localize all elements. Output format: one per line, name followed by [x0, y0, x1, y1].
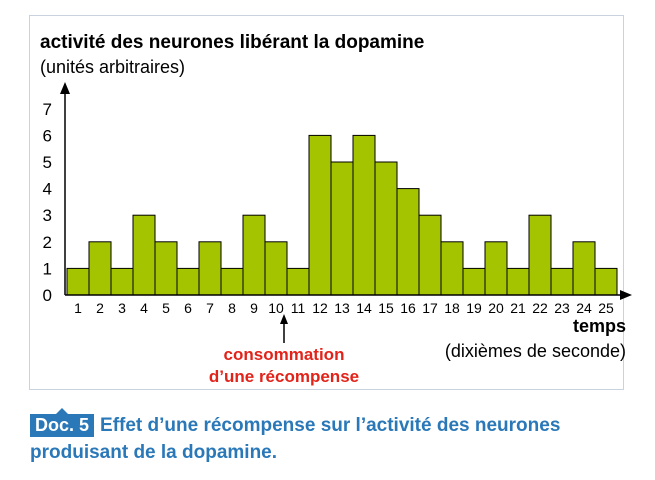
x-tick-label: 17: [422, 300, 438, 316]
x-tick-label: 25: [598, 300, 614, 316]
bar: [308, 134, 332, 296]
y-tick-label: 4: [43, 180, 52, 199]
x-tick-label: 6: [184, 300, 192, 316]
annotation-line-2: d’une récompense: [209, 367, 359, 386]
x-tick-label: 8: [228, 300, 236, 316]
x-tick-label: 3: [118, 300, 126, 316]
bar: [264, 241, 288, 296]
x-tick-label: 18: [444, 300, 460, 316]
bar: [528, 214, 552, 296]
bar: [440, 241, 464, 296]
x-axis-arrow: [620, 290, 632, 300]
x-tick-label: 12: [312, 300, 328, 316]
bar: [462, 267, 486, 296]
bar: [198, 241, 222, 296]
x-tick-label: 15: [378, 300, 394, 316]
bar: [550, 267, 574, 296]
bar: [418, 214, 442, 296]
x-tick-label: 1: [74, 300, 82, 316]
bar: [572, 241, 596, 296]
y-tick-label: 0: [43, 286, 52, 305]
bar: [110, 267, 134, 296]
bar: [396, 188, 420, 296]
x-tick-label: 10: [268, 300, 284, 316]
bar: [66, 267, 90, 296]
annotation-arrowhead: [280, 314, 288, 324]
x-tick-label: 11: [291, 300, 306, 316]
x-axis-label: temps: [573, 316, 626, 336]
bar: [374, 161, 398, 296]
bar: [176, 267, 200, 296]
x-tick-label: 5: [162, 300, 170, 316]
bar: [242, 214, 266, 296]
x-tick-label: 16: [400, 300, 416, 316]
x-tick-label: 7: [206, 300, 214, 316]
y-tick-label: 1: [43, 259, 52, 278]
x-axis-sublabel: (dixièmes de seconde): [445, 341, 626, 361]
x-tick-label: 4: [140, 300, 148, 316]
chart-subtitle: (unités arbitraires): [40, 57, 185, 77]
bar: [330, 161, 354, 296]
x-tick-label: 23: [554, 300, 570, 316]
x-tick-label: 9: [250, 300, 258, 316]
x-tick-label: 2: [96, 300, 104, 316]
y-tick-label: 2: [43, 233, 52, 252]
x-tick-label: 24: [576, 300, 592, 316]
y-tick-label: 3: [43, 206, 52, 225]
x-tick-label: 20: [488, 300, 504, 316]
figure-caption: Doc. 5 Effet d’une récompense sur l’activ…: [30, 408, 630, 466]
y-tick-label: 7: [43, 100, 52, 119]
caption-text: Effet d’une récompense sur l’activité de…: [30, 415, 561, 463]
y-axis-arrow: [60, 82, 70, 94]
bar: [220, 267, 244, 296]
bar: [506, 267, 530, 296]
bar: [154, 241, 178, 296]
bar-chart: activité des neurones libérant la dopami…: [40, 32, 632, 386]
x-tick-label: 19: [466, 300, 482, 316]
x-tick-label: 22: [532, 300, 548, 316]
x-tick-label: 13: [334, 300, 350, 316]
bar: [132, 214, 156, 296]
bar: [88, 241, 112, 296]
bar: [286, 267, 310, 296]
annotation-line-1: consommation: [224, 345, 345, 364]
chart-title: activité des neurones libérant la dopami…: [40, 32, 424, 53]
y-tick-label: 6: [43, 126, 52, 145]
doc-badge: Doc. 5: [30, 408, 95, 437]
y-tick-label: 5: [43, 153, 52, 172]
x-tick-label: 14: [356, 300, 372, 316]
x-tick-label: 21: [510, 300, 526, 316]
bar: [484, 241, 508, 296]
bar: [594, 267, 618, 296]
bar: [352, 134, 376, 296]
